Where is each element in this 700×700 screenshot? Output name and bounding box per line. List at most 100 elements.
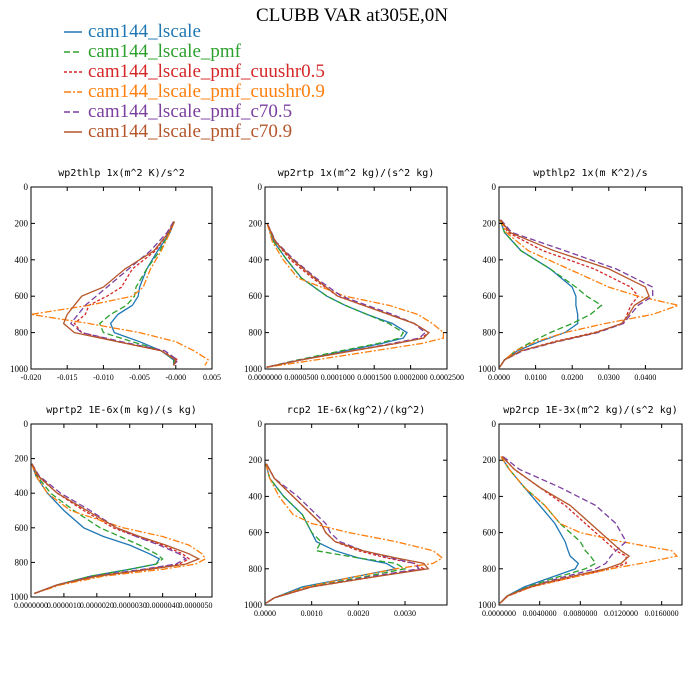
x-tick-label: 0.0002000: [394, 373, 428, 382]
chart-title: wp2rcp 1E-3x(m^2 kg)/(s^2 kg): [503, 405, 678, 416]
chart-title: wpthlp2 1x(m K^2)/s: [533, 168, 647, 179]
series-line: [499, 219, 579, 368]
legend-label: cam144_lscale_pmf_cuushr0.9: [88, 81, 325, 102]
series-group: [266, 223, 445, 368]
x-tick-label: 0.0000000: [248, 373, 282, 382]
legend-label: cam144_lscale_pmf: [88, 41, 242, 62]
y-tick-label: 200: [15, 218, 29, 228]
series-line: [499, 456, 580, 604]
x-tick-label: 0.0000000: [14, 601, 48, 610]
x-tick-label: 0.0080000: [563, 609, 597, 618]
x-tick-label: 0.0100: [525, 373, 547, 382]
y-tick-label: 1000: [478, 364, 497, 374]
x-tick-label: 0.0000040: [146, 601, 180, 610]
y-tick-label: 200: [249, 218, 263, 228]
series-line: [31, 463, 161, 595]
chart-title: wp2thlp 1x(m^2 K)/s^2: [58, 168, 184, 179]
x-tick-label: 0.0040000: [523, 609, 557, 618]
series-line: [499, 456, 597, 604]
panels: wp2thlp 1x(m^2 K)/s^202004006008001000-0…: [10, 168, 683, 618]
plot-frame: [264, 423, 448, 606]
y-tick-label: 1000: [244, 364, 263, 374]
series-line: [265, 463, 430, 604]
y-tick-label: 1000: [10, 364, 29, 374]
y-tick-label: 800: [15, 557, 29, 567]
x-tick-label: -0.020: [21, 373, 42, 382]
chart-panel: wp2thlp 1x(m^2 K)/s^202004006008001000-0…: [10, 168, 221, 382]
x-tick-label: 0.0000010: [47, 601, 81, 610]
y-tick-label: 200: [249, 455, 263, 465]
series-line: [99, 221, 176, 366]
plot-frame: [30, 423, 213, 598]
x-tick-label: 0.0000500: [284, 373, 318, 382]
y-tick-label: 400: [15, 488, 29, 498]
series-line: [265, 463, 426, 604]
series-line: [499, 456, 679, 604]
x-tick-label: 0.0200: [561, 373, 583, 382]
y-tick-label: 0: [492, 419, 497, 429]
y-tick-label: 0: [24, 419, 29, 429]
x-tick-label: 0.0001000: [321, 373, 355, 382]
y-tick-label: 600: [249, 528, 263, 538]
series-group: [31, 221, 210, 366]
y-tick-label: 800: [15, 328, 29, 338]
y-tick-label: 0: [492, 182, 497, 192]
figure-title: CLUBB VAR at305E,0N: [256, 5, 448, 26]
y-tick-label: 600: [15, 291, 29, 301]
series-line: [31, 463, 164, 595]
legend-entry: cam144_lscale_pmf_cuushr0.9: [64, 81, 325, 102]
x-tick-label: 0.0400: [634, 373, 656, 382]
series-line: [266, 223, 430, 368]
chart-panel: wpthlp2 1x(m K^2)/s 0 200 400 600 800 10000.00…: [478, 168, 683, 382]
x-tick-label: 0.0000000: [482, 609, 516, 618]
y-tick-label: 800: [249, 328, 263, 338]
x-tick-label: -0.010: [93, 373, 114, 382]
series-line: [266, 223, 427, 368]
series-group: [265, 463, 444, 604]
series-line: [31, 463, 187, 595]
x-tick-label: -0.005: [129, 373, 150, 382]
y-tick-label: 400: [249, 255, 263, 265]
y-tick-label: 600: [483, 291, 497, 301]
chart-title: wprtp2 1E-6x(m kg)/(s kg): [46, 405, 197, 416]
y-tick-label: 200: [483, 218, 497, 228]
chart-panel: wp2rtp 1x(m^2 kg)/(s^2 kg) 0 200 400 600 800 1…: [244, 168, 464, 382]
series-line: [265, 463, 444, 604]
y-tick-label: 800: [483, 328, 497, 338]
legend-entry: cam144_lscale: [64, 21, 201, 42]
x-tick-label: 0.0300: [598, 373, 620, 382]
y-tick-label: 1000: [10, 592, 29, 602]
plot-frame: [264, 186, 448, 370]
x-tick-label: -0.015: [57, 373, 78, 382]
x-tick-label: 0.0000: [254, 609, 276, 618]
x-tick-label: 0.0000020: [80, 601, 114, 610]
series-line: [31, 463, 207, 595]
y-tick-label: 600: [15, 523, 29, 533]
legend-entry: cam144_lscale_pmf_c70.5: [64, 101, 292, 122]
chart-panel: rcp2 1E-6x(kg^2)/(kg^2) 0 200 400 600 800 1000…: [244, 405, 448, 618]
series-line: [266, 223, 445, 368]
plot-frame: [498, 186, 683, 370]
series-line: [266, 223, 405, 368]
x-tick-label: 0.0160000: [645, 609, 679, 618]
chart-panel: wp2rcp 1E-3x(m^2 kg)/(s^2 kg) 0 200 400 600 8…: [478, 405, 683, 618]
legend-label: cam144_lscale: [88, 21, 201, 42]
chart-title: rcp2 1E-6x(kg^2)/(kg^2): [287, 405, 425, 416]
y-tick-label: 0: [258, 182, 263, 192]
series-line: [499, 219, 681, 368]
x-tick-label: 0.005: [203, 373, 221, 382]
series-group: [499, 456, 679, 604]
series-line: [499, 456, 627, 604]
legend-entry: cam144_lscale_pmf_c70.9: [64, 121, 292, 142]
series-line: [31, 463, 201, 595]
y-tick-label: 400: [249, 491, 263, 501]
y-tick-label: 200: [483, 455, 497, 465]
x-tick-label: 0.0020: [347, 609, 369, 618]
series-line: [499, 219, 650, 368]
chart-title: wp2rtp 1x(m^2 kg)/(s^2 kg): [278, 168, 435, 179]
x-tick-label: 0.0001500: [357, 373, 391, 382]
legend-label: cam144_lscale_pmf_c70.9: [88, 121, 292, 142]
chart-panel: wprtp2 1E-6x(m kg)/(s kg) 0 200 400 600 800 10…: [10, 405, 213, 610]
x-tick-label: 0.0030: [394, 609, 416, 618]
